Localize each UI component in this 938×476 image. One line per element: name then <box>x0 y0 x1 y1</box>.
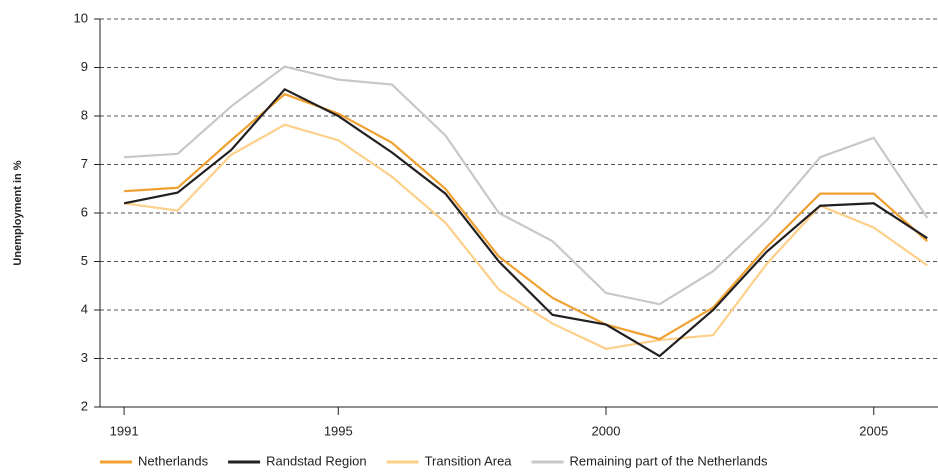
x-tick-label: 2005 <box>859 423 888 438</box>
y-axis-label: Unemployment in % <box>12 160 24 265</box>
y-tick-label: 9 <box>81 59 88 74</box>
y-tick-label: 8 <box>81 107 88 122</box>
y-tick-label: 10 <box>74 10 88 25</box>
legend-label: Transition Area <box>425 453 513 468</box>
y-tick-label: 3 <box>81 350 88 365</box>
legend-label: Randstad Region <box>266 453 366 468</box>
x-tick-label: 2000 <box>592 423 621 438</box>
legend-label: Netherlands <box>138 453 209 468</box>
x-tick-label: 1995 <box>324 423 353 438</box>
line <box>124 92 929 341</box>
x-tick-label: 1991 <box>110 423 139 438</box>
line <box>123 87 928 358</box>
y-tick-label: 6 <box>81 204 88 219</box>
y-tick-label: 2 <box>81 398 88 413</box>
legend-label: Remaining part of the Netherlands <box>570 453 769 468</box>
y-tick-label: 4 <box>81 301 88 316</box>
line <box>124 65 929 306</box>
y-tick-label: 7 <box>81 156 88 171</box>
y-tick-label: 5 <box>81 253 88 268</box>
line <box>123 123 928 350</box>
